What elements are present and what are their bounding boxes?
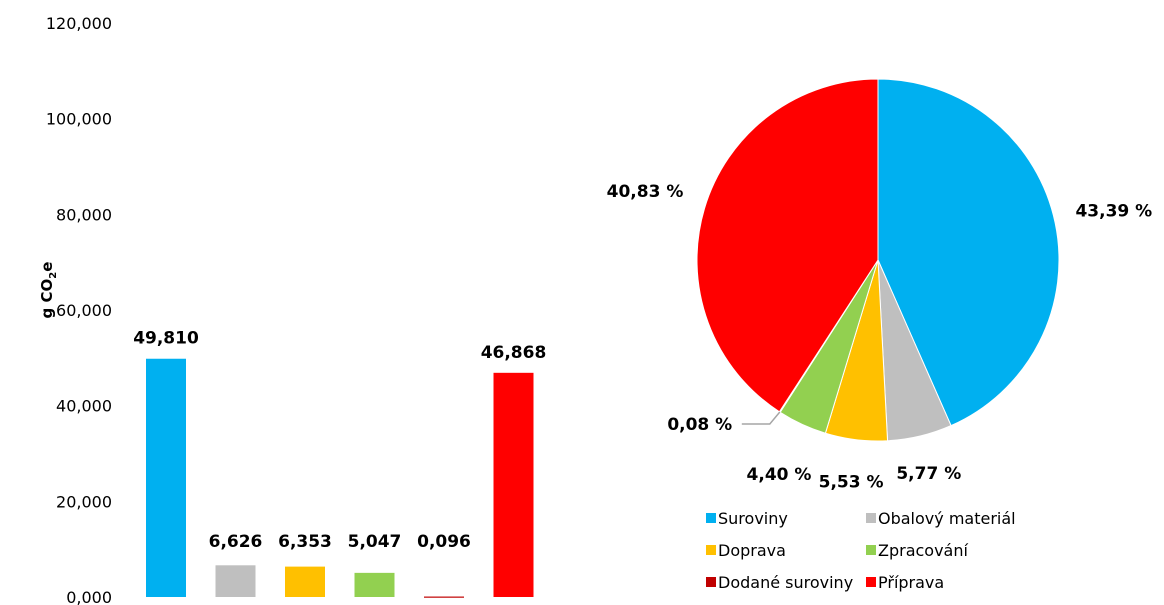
y-tick-label: 60,000: [56, 301, 112, 320]
legend-item-label: Suroviny: [718, 509, 788, 528]
legend-item-label: Doprava: [718, 541, 786, 560]
legend-item-label: Příprava: [878, 573, 944, 592]
bar-data-labels: 49,810 6,626 6,353 5,047 0,096 46,868: [133, 329, 546, 552]
pie-slice-priprava: [696, 78, 879, 413]
legend-swatch: [866, 577, 876, 587]
bar-value-label: 46,868: [481, 343, 547, 363]
y-tick-label: 80,000: [56, 205, 112, 224]
pie-percent-label: 43,39 %: [1075, 201, 1152, 221]
pie-slices: [696, 78, 1060, 442]
legend-swatch: [866, 545, 876, 555]
pie-percent-label: 40,83 %: [607, 182, 684, 202]
bar-zpracovani: [354, 572, 395, 597]
pie-percent-label: 5,53 %: [819, 472, 884, 492]
bar-value-label: 49,810: [133, 329, 199, 349]
pie-percent-label: 0,08 %: [667, 415, 732, 435]
y-tick-label: 120,000: [46, 14, 112, 33]
pie-legend: Suroviny Obalový materiál Doprava Zpracován…: [706, 509, 1016, 592]
bar-dodane: [424, 596, 464, 598]
bar-value-label: 6,626: [209, 532, 263, 552]
pie-percent-label: 4,40 %: [747, 465, 812, 485]
pie-leader-line: [741, 411, 781, 425]
y-tick-label: 0,000: [66, 588, 112, 605]
legend-item-label: Zpracování: [878, 541, 969, 560]
bar-priprava: [493, 372, 534, 597]
bar-value-label: 6,353: [278, 532, 332, 552]
y-axis-title: g CO2e: [38, 262, 59, 319]
y-tick-label: 20,000: [56, 492, 112, 511]
bar-series: [146, 358, 534, 598]
bar-doprava: [285, 566, 325, 597]
legend-swatch: [706, 545, 716, 555]
bar-obalovy: [215, 565, 256, 597]
pie-percent-label: 5,77 %: [896, 464, 961, 484]
y-axis-ticks: 0,000 20,000 40,000 60,000 80,000 100,000 120,…: [46, 14, 112, 605]
y-tick-label: 40,000: [56, 397, 112, 416]
legend-swatch: [706, 577, 716, 587]
legend-item-label: Obalový materiál: [878, 509, 1016, 528]
bar-value-label: 0,096: [417, 532, 471, 552]
y-tick-label: 100,000: [46, 110, 112, 129]
legend-swatch: [706, 513, 716, 523]
bar-suroviny: [146, 358, 186, 597]
bar-value-label: 5,047: [348, 532, 402, 552]
legend-swatch: [866, 513, 876, 523]
pie-data-labels: 43,39 % 5,77 % 5,53 % 4,40 % 0,08 % 40,83 %: [607, 182, 1153, 492]
legend-item-label: Dodané suroviny: [718, 573, 853, 592]
pie-slice-suroviny: [877, 78, 1060, 427]
